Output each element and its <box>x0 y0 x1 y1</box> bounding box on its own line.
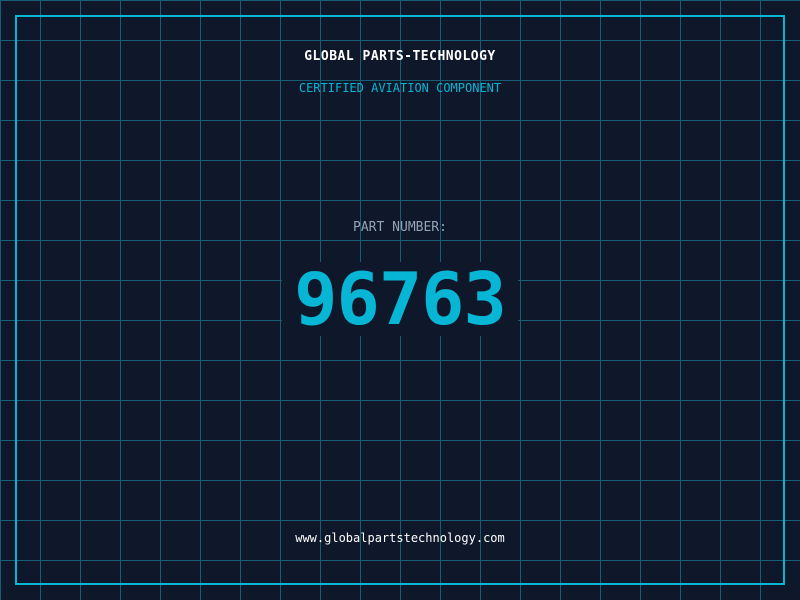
part-number-label: PART NUMBER: <box>353 220 447 235</box>
website-url: www.globalpartstechnology.com <box>295 531 505 545</box>
company-title: GLOBAL PARTS-TECHNOLOGY <box>304 49 496 64</box>
part-number-value: 96763 <box>282 262 518 336</box>
card-border <box>15 15 785 585</box>
certification-subtitle: CERTIFIED AVIATION COMPONENT <box>298 81 502 95</box>
